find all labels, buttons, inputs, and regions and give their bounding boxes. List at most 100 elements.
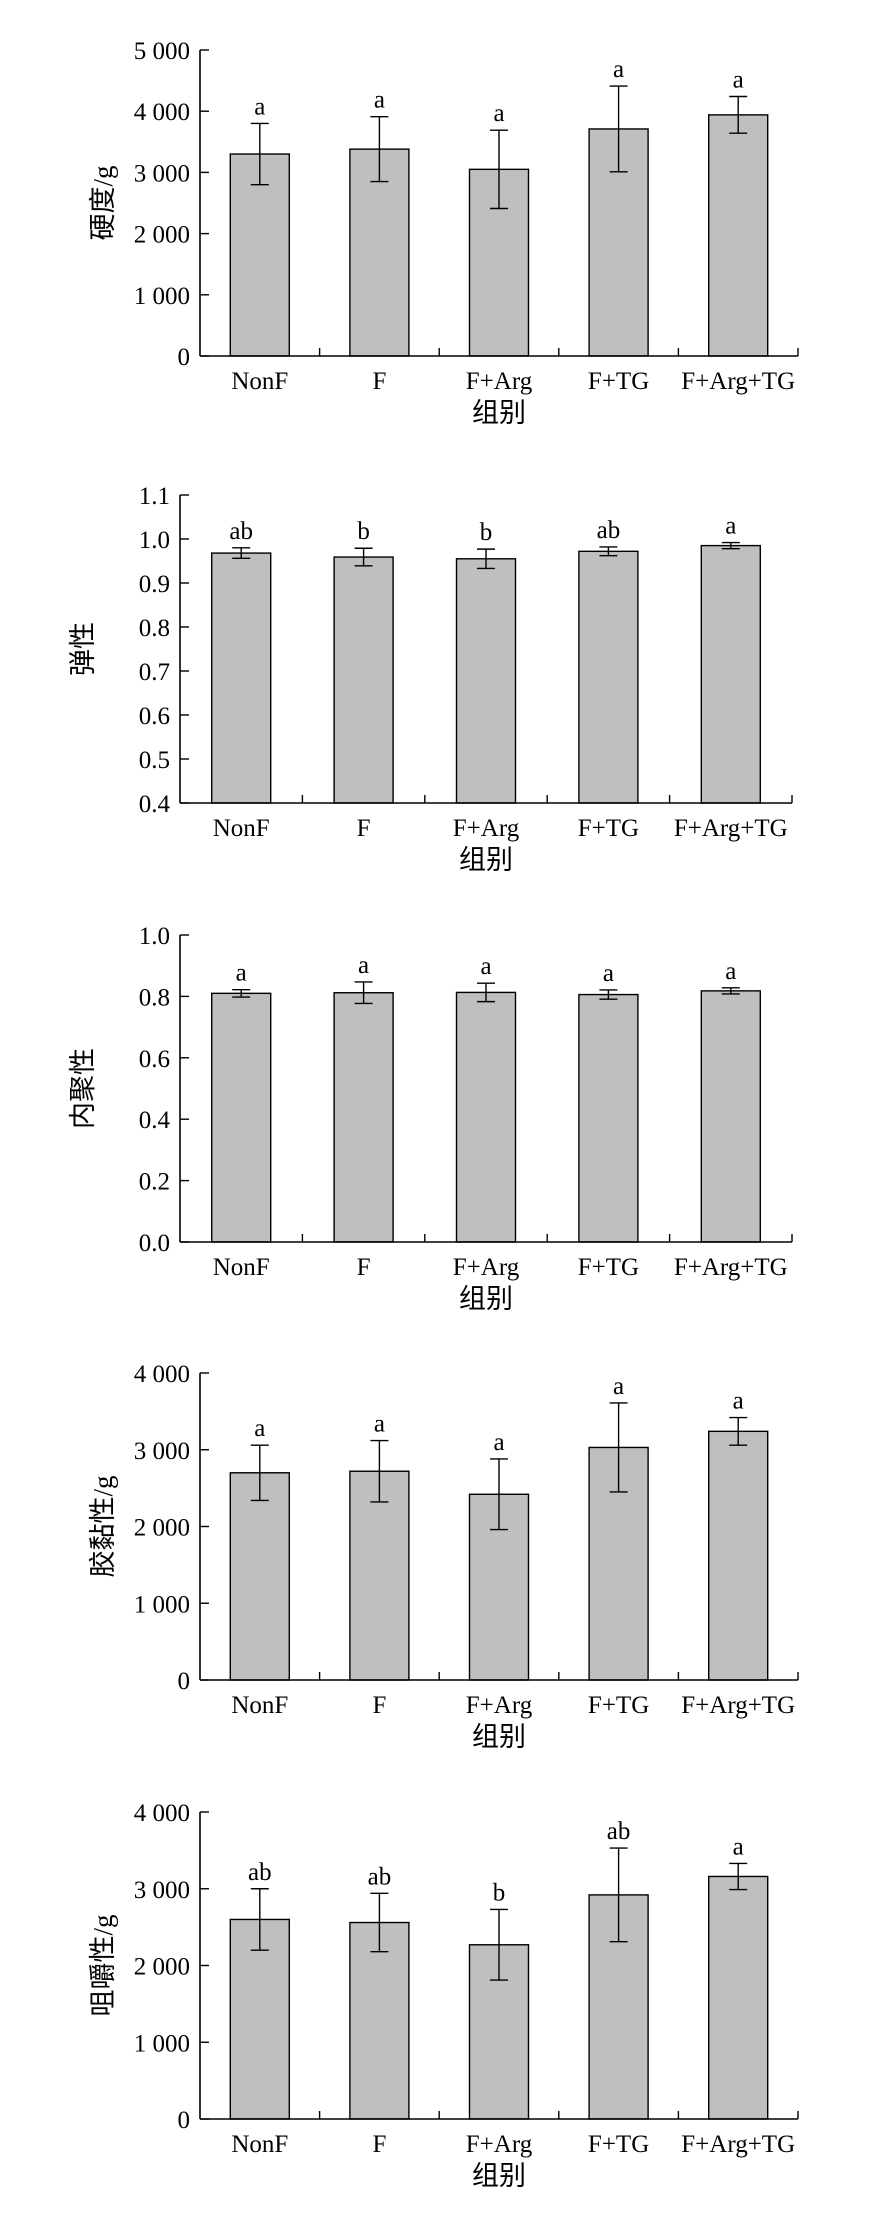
x-tick-label: F+TG [588, 2131, 649, 2158]
bar [210, 992, 272, 1243]
significance-label: a [254, 93, 265, 120]
error-bar [370, 1892, 389, 1953]
y-tick-label: 0 [178, 2107, 191, 2134]
y-tick-label: 1 000 [134, 2030, 190, 2057]
significance-label: a [725, 513, 736, 540]
significance-label: b [357, 518, 370, 545]
x-tick-label: F+TG [578, 1254, 639, 1281]
significance-label: a [613, 56, 624, 83]
y-tick-label: 1.0 [139, 527, 170, 554]
x-tick-label: NonF [231, 1692, 288, 1719]
bar [229, 153, 291, 357]
x-tick-label: F+Arg [453, 815, 520, 842]
x-tick-label: NonF [231, 368, 288, 395]
chart-panel: a NonF a Fa F+Arg a F+TG a F+Arg+TG 0.0 0.2 0.4 0.6 0… [68, 923, 793, 1314]
chart-panel: a NonF a Fa F+Arg a F+TG a F+Arg+TG 0 1 000 2 000 3 … [88, 38, 799, 428]
x-tick-label: F+Arg [453, 1254, 520, 1281]
x-tick-label: F+Arg [466, 2131, 533, 2158]
y-axis-title: 硬度/g [88, 165, 118, 240]
x-tick-label: F [357, 815, 371, 842]
error-bar [477, 548, 495, 570]
bar [708, 1875, 769, 2120]
error-bar [490, 1908, 508, 1981]
y-tick-label: 1 000 [134, 283, 190, 310]
x-tick-label: NonF [213, 815, 270, 842]
bar [229, 1472, 291, 1681]
significance-label: ab [607, 1818, 631, 1845]
error-bar [609, 1847, 628, 1943]
y-tick-label: 3 000 [134, 1877, 190, 1904]
x-axis-title: 组别 [459, 1284, 513, 1314]
y-tick-label: 0.0 [139, 1230, 170, 1257]
x-axis-title: 组别 [472, 1722, 526, 1752]
y-tick-label: 0 [178, 344, 191, 371]
significance-label: a [603, 960, 614, 987]
chart-panel: ab NonF ab Fb F+Arg ab F+TG a F+Arg+TG 0 1 000 2 00… [88, 1800, 799, 2191]
chart-panel: ab NonF b Fb F+Arg ab F+TG a F+Arg+TG 0.4 0.5 0.6 0.… [68, 483, 793, 875]
error-bar [721, 541, 740, 550]
error-bar [490, 1458, 508, 1531]
significance-label: a [236, 960, 247, 987]
x-tick-label: F+Arg [466, 1692, 533, 1719]
error-bar [250, 122, 269, 186]
significance-label: ab [248, 1859, 272, 1886]
error-bar [477, 982, 495, 1003]
error-bar [370, 1439, 389, 1503]
x-tick-label: F+Arg [466, 368, 533, 395]
significance-label: ab [229, 518, 253, 545]
y-tick-label: 1 000 [134, 1591, 190, 1618]
x-tick-label: F [357, 1254, 371, 1281]
bar [700, 990, 761, 1243]
error-bar [609, 1402, 628, 1493]
error-bar [599, 546, 618, 557]
error-bar [354, 981, 373, 1005]
y-tick-label: 3 000 [134, 160, 190, 187]
error-bar [232, 988, 251, 998]
bar [708, 114, 769, 357]
x-tick-label: NonF [213, 1254, 270, 1281]
y-tick-label: 0.8 [139, 615, 170, 642]
error-bar [609, 85, 628, 173]
error-bar [354, 547, 373, 567]
y-tick-label: 0.4 [139, 1107, 171, 1134]
x-tick-label: F+TG [588, 1692, 649, 1719]
x-tick-label: F+Arg+TG [674, 815, 788, 842]
bar [578, 550, 639, 804]
y-tick-label: 1.0 [139, 923, 170, 950]
error-bar [729, 95, 748, 134]
significance-label: a [725, 958, 736, 985]
y-axis-title: 胶黏性/g [88, 1475, 118, 1577]
error-bar [729, 1862, 748, 1891]
y-tick-label: 0 [178, 1668, 191, 1695]
x-tick-label: NonF [231, 2131, 288, 2158]
bar [708, 1430, 769, 1681]
significance-label: a [733, 1388, 744, 1415]
error-bar [490, 129, 508, 210]
y-tick-label: 1.1 [139, 483, 170, 510]
bar [578, 993, 639, 1243]
bar [349, 1470, 410, 1681]
x-axis-title: 组别 [459, 845, 513, 875]
bar [333, 992, 394, 1243]
y-tick-label: 3 000 [134, 1438, 190, 1465]
y-tick-label: 4 000 [134, 1800, 190, 1827]
y-axis-title: 内聚性 [68, 1048, 98, 1129]
significance-label: a [374, 87, 385, 114]
x-tick-label: F [372, 368, 386, 395]
y-tick-label: 4 000 [134, 99, 190, 126]
significance-label: a [733, 1833, 744, 1860]
y-tick-label: 2 000 [134, 1954, 190, 1981]
y-tick-label: 0.8 [139, 984, 170, 1011]
significance-label: a [493, 100, 504, 127]
x-tick-label: F [372, 1692, 386, 1719]
x-tick-label: F+TG [588, 368, 649, 395]
significance-label: a [733, 67, 744, 94]
x-tick-label: F+TG [578, 815, 639, 842]
significance-label: a [493, 1429, 504, 1456]
bar [700, 544, 761, 804]
y-tick-label: 0.2 [139, 1169, 170, 1196]
y-tick-label: 0.9 [139, 571, 170, 598]
significance-label: a [613, 1373, 624, 1400]
y-tick-label: 0.7 [139, 659, 170, 686]
